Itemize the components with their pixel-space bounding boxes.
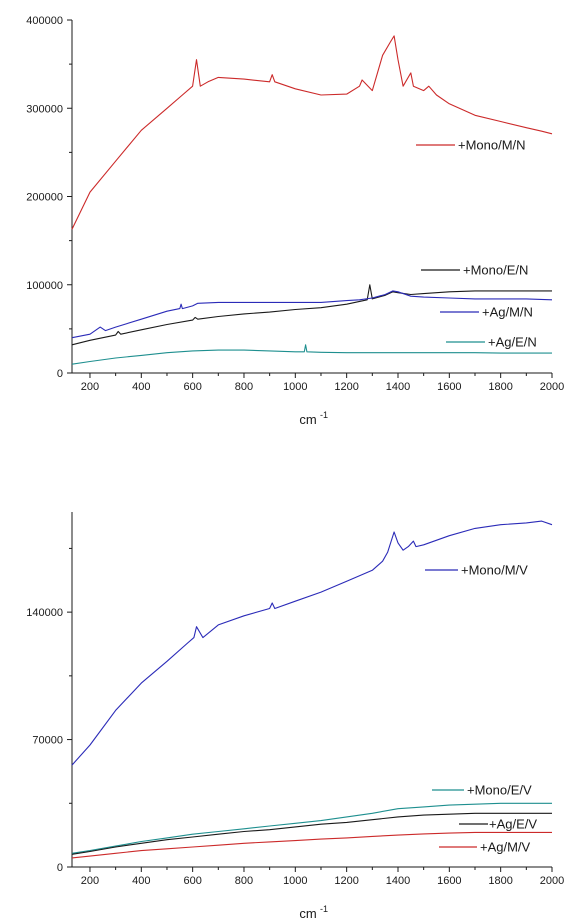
- legend-entry-3: +Ag/E/V: [459, 817, 537, 832]
- series-line-4: [71, 344, 552, 365]
- legend-entry-1: +Mono/M/N: [416, 138, 526, 153]
- legend-entry-1: +Mono/M/V: [425, 563, 528, 578]
- series-line-3: [71, 290, 553, 339]
- x-tick-label: 600: [183, 875, 201, 887]
- x-tick-label: 1000: [283, 875, 307, 887]
- y-tick-label: 140000: [26, 607, 63, 619]
- chart-panel-1: 200 400 600 800 1000 1200 1400 1600 1800 2000 0 100…: [26, 15, 564, 427]
- legend-label: +Ag/M/N: [482, 305, 533, 320]
- x-axis-label-superscript: -1: [320, 904, 328, 914]
- y-tick-label: 400000: [26, 15, 63, 27]
- x-tick-label: 2000: [540, 381, 564, 393]
- x-tick-label: 800: [235, 381, 253, 393]
- x-tick-label: 600: [183, 381, 201, 393]
- series-line-1: [71, 35, 553, 230]
- y-tick-label: 300000: [26, 103, 63, 115]
- legend-entry-4: +Ag/E/N: [446, 335, 537, 350]
- legend-label: +Mono/M/N: [458, 138, 526, 153]
- y-tick-label: 200000: [26, 192, 63, 204]
- x-tick-label: 200: [81, 381, 99, 393]
- x-tick-label: 1400: [386, 875, 410, 887]
- series-line-2: [71, 802, 552, 854]
- y-tick-label: 70000: [32, 735, 63, 747]
- legend-label: +Ag/M/V: [480, 840, 531, 855]
- series-line-4: [71, 831, 552, 859]
- x-tick-label: 1200: [334, 381, 358, 393]
- x-tick-label: 2000: [540, 875, 564, 887]
- legend-entry-3: +Ag/M/N: [440, 305, 533, 320]
- x-tick-label: 1600: [437, 875, 461, 887]
- legend-label: +Ag/E/V: [489, 817, 537, 832]
- legend-entry-2: +Mono/E/V: [432, 783, 532, 798]
- y-tick-label: 0: [57, 862, 63, 874]
- x-tick-label: 800: [235, 875, 253, 887]
- y-tick-label: 0: [57, 368, 63, 380]
- y-tick-label: 100000: [26, 280, 63, 292]
- x-tick-label: 1600: [437, 381, 461, 393]
- x-tick-label: 1800: [488, 381, 512, 393]
- x-axis-label-superscript: -1: [320, 410, 328, 420]
- x-tick-label: 1800: [488, 875, 512, 887]
- series-line-1: [71, 520, 553, 766]
- x-axis-label: cm: [299, 906, 316, 921]
- chart-panel-2: 200 400 600 800 1000 1200 1400 1600 1800 2000 0 700…: [26, 512, 564, 921]
- series-line-3: [71, 812, 552, 855]
- legend-label: +Mono/E/N: [463, 263, 528, 278]
- legend-label: +Mono/M/V: [461, 563, 528, 578]
- legend-entry-4: +Ag/M/V: [439, 840, 531, 855]
- legend-label: +Ag/E/N: [488, 335, 537, 350]
- x-axis-label: cm: [299, 412, 316, 427]
- x-tick-label: 1000: [283, 381, 307, 393]
- x-tick-label: 400: [132, 875, 150, 887]
- x-tick-label: 200: [81, 875, 99, 887]
- x-tick-label: 1400: [386, 381, 410, 393]
- legend-label: +Mono/E/V: [467, 783, 532, 798]
- x-tick-label: 1200: [334, 875, 358, 887]
- legend-entry-2: +Mono/E/N: [421, 263, 528, 278]
- x-tick-label: 400: [132, 381, 150, 393]
- series-line-2: [71, 284, 552, 346]
